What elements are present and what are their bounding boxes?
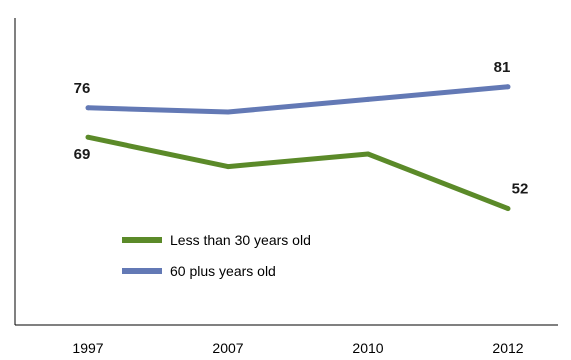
data-label: 76	[74, 80, 91, 97]
data-point	[225, 109, 231, 115]
series-line-1	[87, 84, 509, 115]
series-line-0	[87, 134, 509, 211]
data-point	[85, 105, 91, 111]
legend-label: 60 plus years old	[170, 263, 276, 279]
data-point	[505, 84, 511, 90]
data-point	[365, 96, 371, 102]
data-label: 52	[512, 181, 529, 198]
legend-label: Less than 30 years old	[170, 232, 311, 248]
data-point	[365, 151, 371, 157]
data-label: 81	[494, 59, 511, 76]
x-tick-label: 2010	[352, 340, 383, 356]
x-tick-label: 1997	[72, 340, 103, 356]
x-tick-label: 2012	[492, 340, 523, 356]
data-point	[505, 206, 511, 212]
data-label: 69	[74, 146, 91, 163]
x-tick-label: 2007	[212, 340, 243, 356]
data-point	[225, 164, 231, 170]
data-point	[85, 134, 91, 140]
